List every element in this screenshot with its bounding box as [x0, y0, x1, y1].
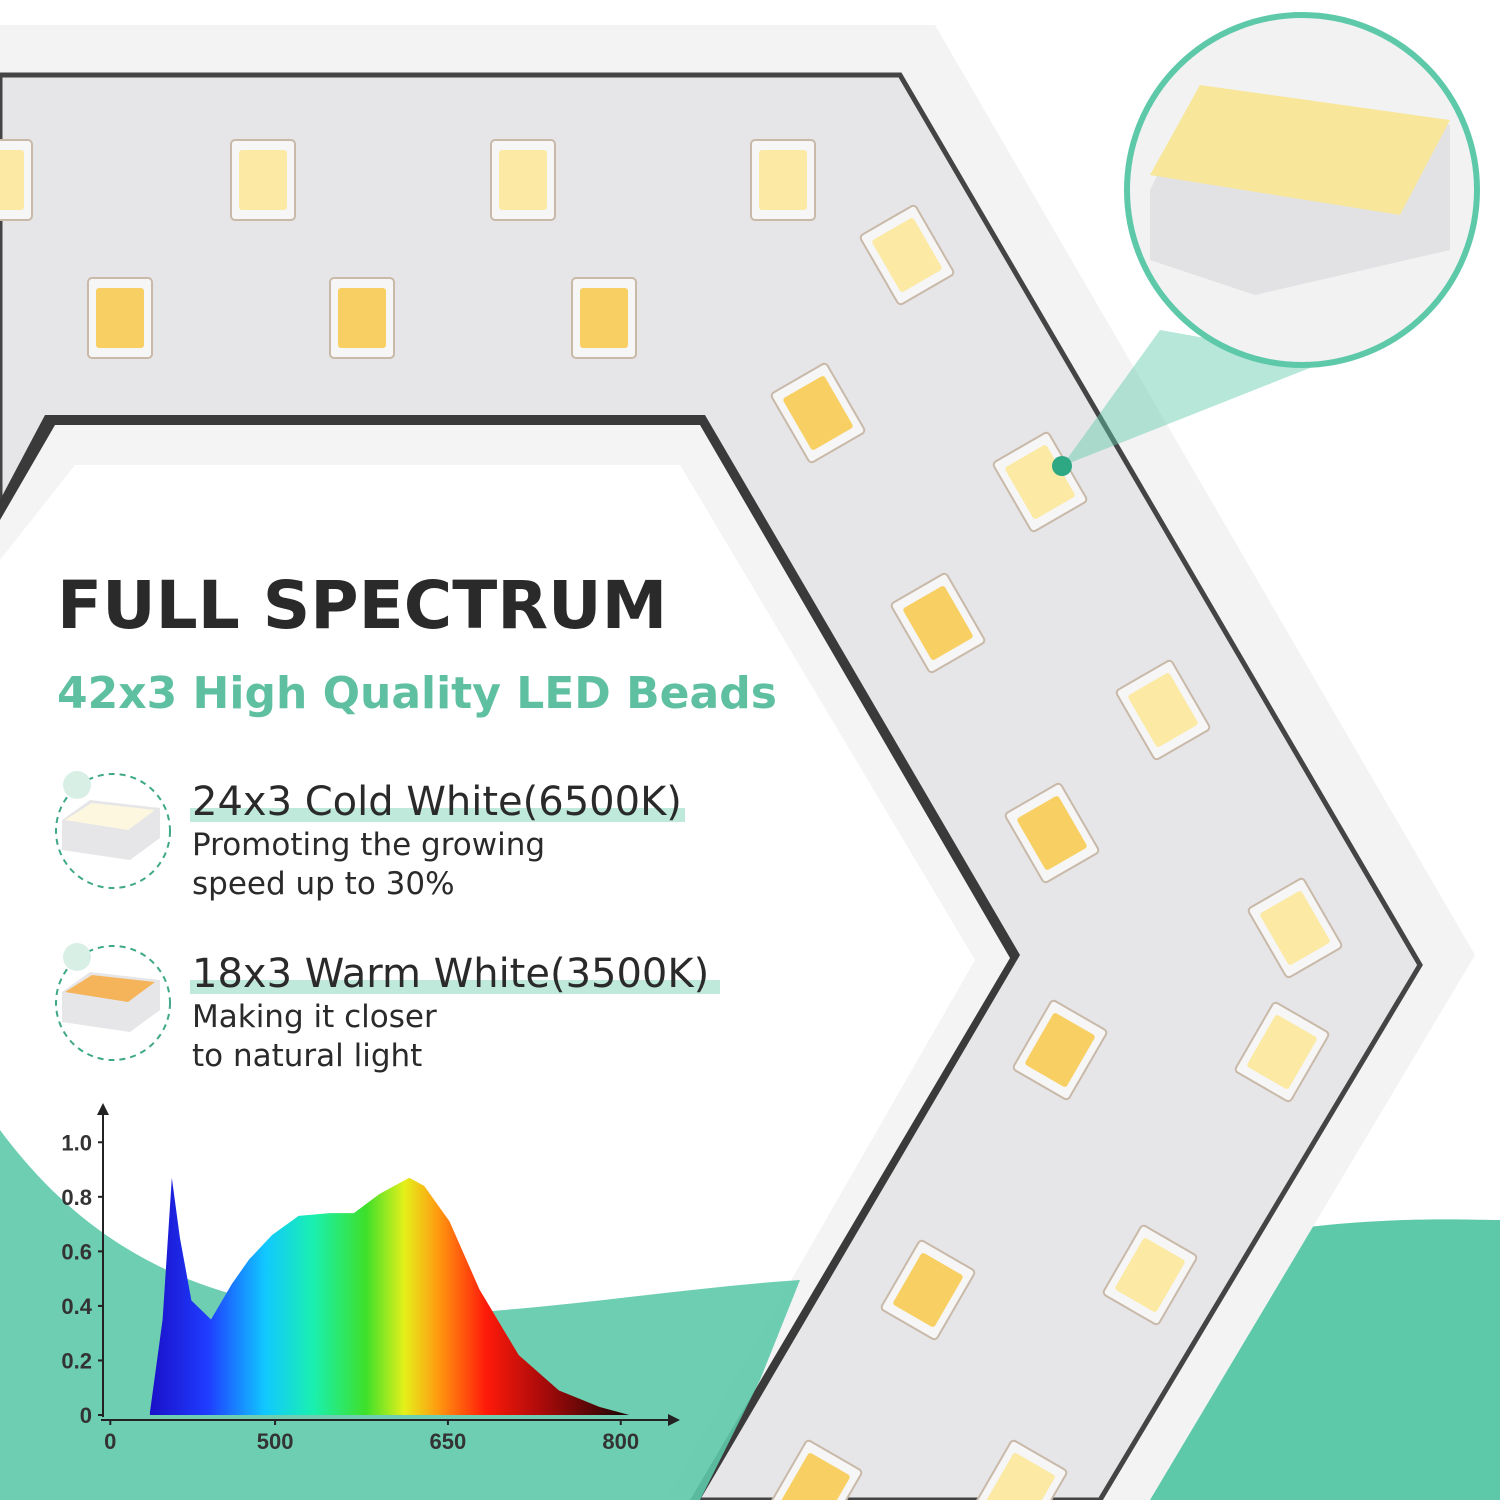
led-face — [1005, 445, 1075, 519]
led-chip — [329, 277, 395, 359]
y-tick-label: 0.4 — [61, 1294, 92, 1319]
led-chip — [1115, 659, 1211, 761]
y-tick-label: 0.6 — [61, 1239, 92, 1264]
headline: FULL SPECTRUM — [57, 567, 667, 644]
y-tick-label: 0.8 — [61, 1185, 92, 1210]
led-face — [985, 1453, 1055, 1500]
led-chip — [1004, 782, 1100, 884]
led-face — [239, 150, 287, 210]
feature-text: speed up to 30% — [192, 866, 455, 902]
feature-text: Making it closer — [192, 999, 437, 1035]
x-tick-label: 0 — [104, 1429, 116, 1454]
zoom-cone — [1062, 330, 1330, 466]
x-tick-label: 500 — [257, 1429, 294, 1454]
led-chip — [972, 1439, 1068, 1500]
led-chip — [767, 1439, 863, 1500]
led-chip — [1012, 999, 1108, 1101]
led-chip — [1234, 1001, 1330, 1103]
y-tick-label: 0 — [80, 1403, 92, 1428]
led-face — [1025, 1013, 1095, 1087]
feature-icon-ring — [55, 773, 171, 889]
x-tick-label: 800 — [602, 1429, 639, 1454]
x-axis-arrow — [668, 1414, 680, 1426]
zoom-dot — [1052, 456, 1072, 476]
led-chip — [571, 277, 637, 359]
spectrum-area — [149, 1177, 630, 1415]
led-chip — [230, 139, 296, 221]
feature-title: 24x3 Cold White(6500K) — [192, 779, 682, 825]
led-face — [1017, 796, 1087, 870]
y-tick-label: 0.2 — [61, 1348, 92, 1373]
feature-highlight — [190, 980, 720, 994]
led-face — [780, 1453, 850, 1500]
led-face — [893, 1253, 963, 1327]
led-chip — [770, 362, 866, 464]
feature-icon-dot — [63, 771, 91, 799]
feature-text: to natural light — [192, 1038, 422, 1074]
feature-icon-face — [65, 975, 155, 1002]
subtitle: 42x3 High Quality LED Beads — [57, 668, 777, 719]
led-chip — [1102, 1224, 1198, 1326]
led-face — [759, 150, 807, 210]
led-chip — [0, 139, 33, 221]
led-face — [580, 288, 628, 348]
led-face — [903, 586, 973, 660]
led-chip — [890, 572, 986, 674]
led-chip — [87, 277, 153, 359]
x-tick-label: 650 — [430, 1429, 467, 1454]
led-chip — [1247, 877, 1343, 979]
y-tick-label: 1.0 — [61, 1130, 92, 1155]
feature-icon-dot — [63, 943, 91, 971]
y-axis-arrow — [97, 1103, 109, 1115]
led-face — [338, 288, 386, 348]
led-face — [499, 150, 547, 210]
led-face — [783, 376, 853, 450]
led-chip — [859, 204, 955, 306]
led-face — [1260, 891, 1330, 965]
feature-icon-ring — [55, 945, 171, 1061]
led-face — [1247, 1015, 1317, 1089]
spectrum-chart: 0 0.2 0.4 0.6 0.8 1.0 0 500 650 800 — [61, 1103, 680, 1454]
led-face — [0, 150, 24, 210]
led-face — [96, 288, 144, 348]
led-chip — [880, 1239, 976, 1341]
feature-highlight — [190, 808, 685, 822]
led-chip — [750, 139, 816, 221]
led-group — [0, 139, 1343, 1500]
led-face — [1128, 673, 1198, 747]
feature-text: Promoting the growing — [192, 827, 545, 863]
feature-title: 18x3 Warm White(3500K) — [192, 951, 709, 997]
zoom-chip-face — [1150, 85, 1450, 215]
led-face — [872, 218, 942, 292]
feature-icon-face — [65, 803, 155, 830]
led-chip — [490, 139, 556, 221]
led-face — [1115, 1238, 1185, 1312]
